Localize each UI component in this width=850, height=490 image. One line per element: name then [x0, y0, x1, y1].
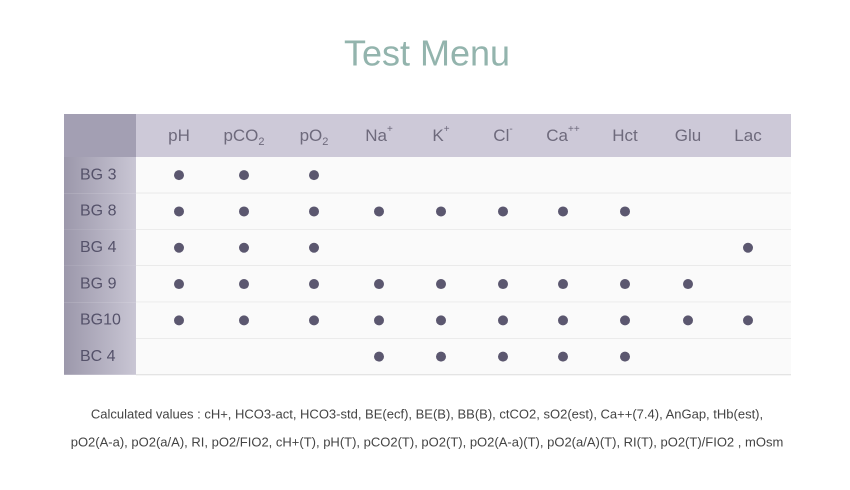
- column-header: Na+: [365, 124, 393, 146]
- column-header-sub: 2: [322, 136, 328, 148]
- test-dot: [436, 351, 446, 362]
- column-header: pO2: [300, 126, 329, 147]
- test-dot: [374, 206, 384, 217]
- test-dot: [374, 351, 384, 362]
- column-header-text: pCO: [223, 126, 258, 145]
- test-dot: [558, 279, 568, 290]
- test-dot: [309, 206, 319, 217]
- row-label-bg: [64, 265, 136, 303]
- test-dot: [174, 279, 184, 290]
- row-label: BG 3: [80, 166, 117, 183]
- test-dot: [309, 279, 319, 290]
- row-label-bg: [64, 193, 136, 230]
- column-header: Hct: [612, 126, 638, 145]
- row-bg: [136, 157, 791, 194]
- column-header-text: Cl: [493, 126, 509, 145]
- column-header-sup: +: [387, 124, 393, 135]
- test-dot: [174, 242, 184, 253]
- row-label-bg: [64, 229, 136, 266]
- test-dot: [620, 315, 630, 326]
- row-label: BG 4: [80, 239, 117, 256]
- test-dot: [174, 206, 184, 217]
- column-header-sub: 2: [258, 136, 264, 148]
- column-header: Lac: [734, 126, 762, 145]
- test-dot: [174, 315, 184, 326]
- column-header-text: pH: [168, 126, 190, 145]
- column-header-text: Ca: [546, 126, 568, 145]
- test-dot: [309, 315, 319, 326]
- column-header: Ca++: [546, 124, 580, 146]
- column-header: pCO2: [223, 126, 264, 147]
- row-label-bg: [64, 302, 136, 339]
- row-bg: [136, 229, 791, 266]
- test-dot: [239, 206, 249, 217]
- test-dot: [558, 315, 568, 326]
- test-dot: [683, 315, 693, 326]
- test-dot: [309, 242, 319, 253]
- test-dot: [620, 206, 630, 217]
- test-dot: [374, 279, 384, 290]
- test-dot: [498, 206, 508, 217]
- column-header: K+: [432, 124, 449, 146]
- column-header-sup: -: [509, 124, 512, 135]
- column-header: pH: [168, 126, 190, 145]
- test-dot: [239, 315, 249, 326]
- test-dot: [174, 170, 184, 181]
- test-dot: [374, 315, 384, 326]
- test-dot: [239, 242, 249, 253]
- test-dot: [620, 279, 630, 290]
- test-dot: [436, 206, 446, 217]
- title: Test Menu: [344, 33, 510, 74]
- column-header-sup: +: [444, 124, 450, 135]
- test-dot: [239, 279, 249, 290]
- test-dot: [743, 242, 753, 253]
- column-header: Glu: [675, 126, 701, 145]
- column-header-text: pO: [300, 126, 323, 145]
- column-header-text: Glu: [675, 126, 701, 145]
- row-label: BG10: [80, 312, 121, 329]
- column-header: Cl-: [493, 124, 512, 146]
- test-dot: [309, 170, 319, 181]
- column-header-text: K: [432, 126, 444, 145]
- row-label-bg: [64, 157, 136, 194]
- row-bg: [136, 193, 791, 230]
- test-dot: [558, 351, 568, 362]
- row-bg: [136, 338, 791, 375]
- row-label: BG 8: [80, 203, 117, 220]
- column-header-text: Hct: [612, 126, 638, 145]
- test-dot: [436, 315, 446, 326]
- header-bg: [64, 114, 791, 157]
- test-dot: [498, 315, 508, 326]
- column-header-text: Lac: [734, 126, 762, 145]
- test-dot: [498, 351, 508, 362]
- test-dot: [743, 315, 753, 326]
- test-dot: [436, 279, 446, 290]
- footer-line: Calculated values : cH+, HCO3-act, HCO3-…: [91, 406, 763, 421]
- test-dot: [239, 170, 249, 181]
- row-label-bg: [64, 338, 136, 375]
- test-dot: [683, 279, 693, 290]
- column-header-sup: ++: [568, 124, 580, 135]
- header-corner: [64, 114, 136, 157]
- row-label: BC 4: [80, 348, 116, 365]
- test-dot: [498, 279, 508, 290]
- test-dot: [620, 351, 630, 362]
- footer-line: pO2(A-a), pO2(a/A), RI, pO2/FIO2, cH+(T)…: [71, 434, 784, 449]
- column-header-text: Na: [365, 126, 387, 145]
- row-label: BG 9: [80, 275, 117, 292]
- test-dot: [558, 206, 568, 217]
